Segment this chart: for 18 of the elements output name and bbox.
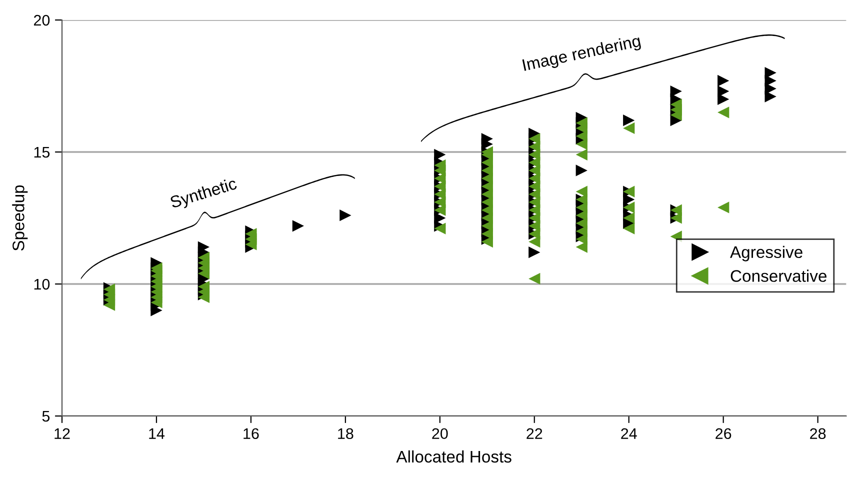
legend-label: Agressive [730, 246, 802, 262]
y-tick-label: 20 [34, 14, 50, 26]
x-tick-label: 22 [526, 428, 542, 439]
x-tick-label: 12 [54, 428, 70, 439]
x-tick-label: 20 [432, 428, 448, 440]
annotation: Image rendering [522, 34, 642, 74]
x-axis-title: Allocated Hosts [396, 450, 512, 463]
x-tick-label: 14 [149, 428, 165, 439]
x-tick-label: 26 [716, 428, 732, 440]
y-axis-title: Speedup [12, 185, 28, 251]
y-tick-label: 10 [34, 278, 50, 290]
x-tick-label: 18 [338, 428, 354, 440]
y-tick-label: 15 [34, 147, 50, 158]
x-tick-label: 16 [244, 428, 259, 440]
x-tick-label: 24 [621, 428, 637, 439]
legend-label: Conservative [730, 270, 826, 282]
x-tick-label: 28 [810, 428, 826, 440]
y-tick-label: 5 [42, 411, 50, 422]
